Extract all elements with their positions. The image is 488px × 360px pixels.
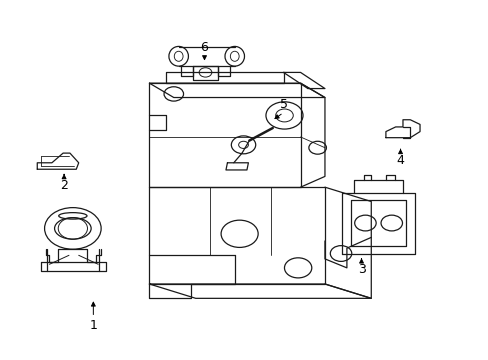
Text: 6: 6 xyxy=(200,41,208,54)
Text: 1: 1 xyxy=(89,319,97,332)
Text: 2: 2 xyxy=(60,179,68,192)
Text: 4: 4 xyxy=(396,154,404,167)
Text: 3: 3 xyxy=(357,263,365,276)
Text: 5: 5 xyxy=(279,98,287,111)
